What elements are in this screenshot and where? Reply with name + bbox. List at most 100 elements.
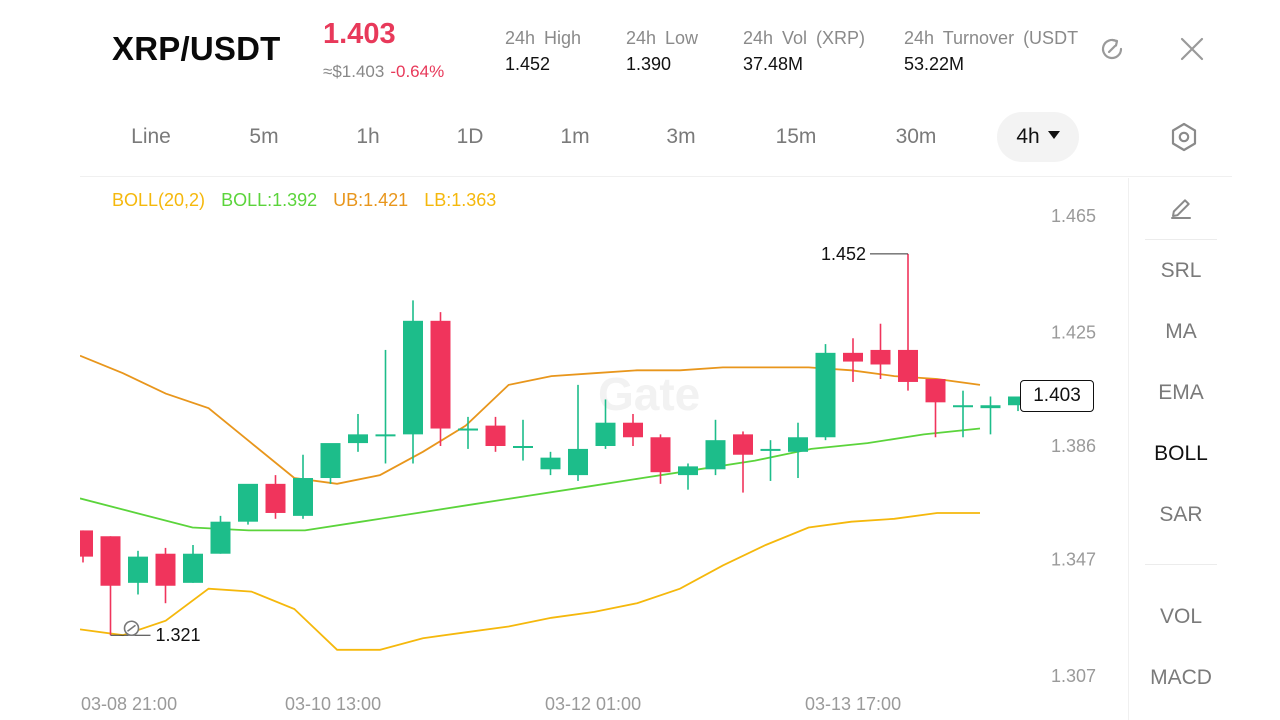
sidebar-item-srl[interactable]: SRL [1160,259,1202,282]
candle [540,451,561,476]
candle-body [348,434,368,444]
candle-body [870,349,891,365]
trading-pair-title[interactable]: XRP/USDT [112,30,281,67]
candle [623,413,643,446]
timeframe-tabs: Line 5m 1h 1D 1m 3m 15m 30m 4h [0,112,1280,162]
candle [870,323,891,380]
candles [80,253,1028,636]
sidebar-item-ma[interactable]: MA [1165,320,1197,343]
candle-body [1008,396,1028,406]
tab-4h[interactable]: 4h [997,112,1079,162]
candle [733,431,753,493]
candle-body [210,521,231,554]
sidebar-item-vol[interactable]: VOL [1159,605,1203,628]
sidebar-item-boll[interactable]: BOLL [1154,442,1208,465]
tab-1m[interactable]: 1m [560,125,590,148]
candle [265,475,286,519]
candle-body [898,349,918,382]
candle-body [155,553,176,586]
last-price: 1.403 [323,18,396,50]
sidebar-item-sar[interactable]: SAR [1159,503,1203,526]
candle-body [650,437,671,473]
sidebar-item-ema[interactable]: EMA [1158,381,1204,404]
candle [403,300,423,464]
y-tick-label: 1.347 [1051,550,1096,570]
max-price-label: 1.452 [821,244,866,264]
y-tick-label: 1.425 [1051,322,1096,342]
stat-value: 1.452 [505,54,551,74]
extreme-markers: 1.452 1.321 [110,244,1028,645]
tab-3m[interactable]: 3m [666,125,696,148]
pencil-draw-icon[interactable] [1167,194,1195,222]
tab-1h[interactable]: 1h [356,125,380,148]
candle [238,483,258,525]
stat-24h-turnover: 24h Turnover (USDT 53.22M [904,28,1088,75]
close-icon[interactable] [1177,34,1207,64]
chart-top-divider [80,176,1232,177]
candle [760,440,781,481]
stat-value: 1.390 [626,54,672,74]
price-subline: ≈$1.403 -0.64% [323,62,444,82]
min-price-label: 1.321 [156,625,201,645]
candle-body [678,466,698,476]
candle [485,416,506,452]
stat-label: 24h Vol (XRP) [743,28,866,48]
boll-params: BOLL(20,2) [112,190,206,210]
tab-15m[interactable]: 15m [775,125,817,148]
y-axis: 1.465 1.425 1.386 1.347 1.307 [1051,206,1096,686]
candle-body [953,405,973,408]
stat-24h-high: 24h High 1.452 [505,28,581,75]
sidebar-item-macd[interactable]: MACD [1150,666,1212,689]
tab-line[interactable]: Line [131,125,171,148]
candle-body [760,448,781,451]
candle-body [705,440,726,470]
boll-lower-value: LB:1.363 [424,190,497,210]
tab-30m[interactable]: 30m [895,125,937,148]
candle-body [595,422,616,446]
stat-value: 37.48M [743,54,804,74]
tab-4h-label: 4h [1016,125,1040,148]
candle-body [568,448,588,476]
candle-body [513,446,533,448]
y-tick-label: 1.386 [1051,436,1096,456]
candle-body [925,379,946,403]
candle [925,379,946,438]
candle-body [265,483,286,513]
boll-legend: BOLL(20,2) BOLL:1.392 UB:1.421 LB:1.363 [112,190,512,211]
current-price-label: 1.403 [1020,380,1094,412]
boll-lines [80,354,981,651]
candle-body [80,530,93,557]
candle [100,536,121,636]
candle [705,419,726,476]
watermark-gate: Gate [598,368,700,420]
boll-upper-value: UB:1.421 [333,190,409,210]
candle [128,550,148,595]
price-change-percent: -0.64% [390,62,445,81]
price-chart[interactable]: Gate 1.465 1.425 1.386 1.347 1.307 03-08 21:… [80,178,1128,720]
candle-marker-icon [123,620,140,637]
tab-1d[interactable]: 1D [456,125,484,148]
stat-24h-volume: 24h Vol (XRP) 37.48M [743,28,865,75]
candle-body [623,422,643,438]
candle [458,416,478,449]
candle-body [843,352,863,362]
stat-value: 53.22M [904,54,965,74]
sidebar-divider [1145,564,1217,565]
candle [430,312,451,446]
candle [568,384,588,481]
stat-label: 24h Low [626,28,699,48]
x-tick-label: 03-12 01:00 [545,694,641,714]
tab-5m[interactable]: 5m [249,125,279,148]
boll-mid-value: BOLL:1.392 [221,190,318,210]
candle [815,344,836,441]
candle [183,544,203,583]
refresh-icon[interactable] [1097,34,1127,64]
y-tick-label: 1.307 [1051,666,1096,686]
candle [210,515,231,554]
y-tick-label: 1.465 [1051,206,1096,226]
caret-down-icon [1047,131,1060,140]
candle-body [403,320,423,435]
boll-upper-line [80,354,981,485]
settings-hexagon-icon[interactable] [1168,120,1200,154]
candlestick-chart[interactable]: Gate 1.465 1.425 1.386 1.347 1.307 03-08 21:… [80,178,1128,720]
